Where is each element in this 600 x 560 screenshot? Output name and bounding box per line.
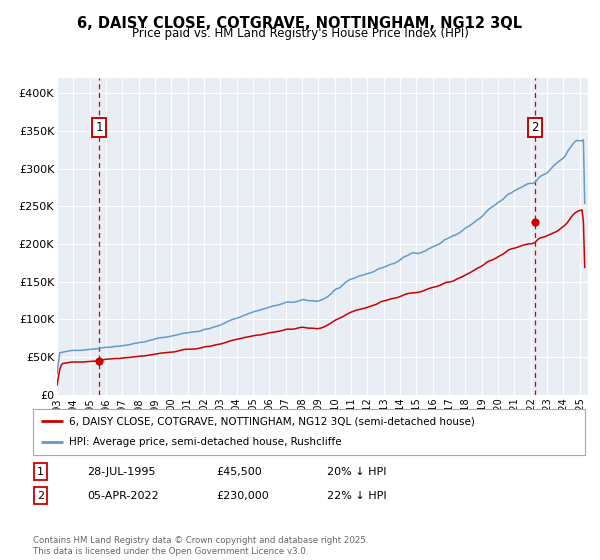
Point	[530, 217, 540, 226]
Text: 20% ↓ HPI: 20% ↓ HPI	[327, 466, 386, 477]
Text: 6, DAISY CLOSE, COTGRAVE, NOTTINGHAM, NG12 3QL: 6, DAISY CLOSE, COTGRAVE, NOTTINGHAM, NG…	[77, 16, 523, 31]
Point	[94, 356, 104, 365]
Text: 05-APR-2022: 05-APR-2022	[87, 491, 159, 501]
Text: Contains HM Land Registry data © Crown copyright and database right 2025.
This d: Contains HM Land Registry data © Crown c…	[33, 536, 368, 556]
Text: Price paid vs. HM Land Registry's House Price Index (HPI): Price paid vs. HM Land Registry's House …	[131, 27, 469, 40]
Text: 28-JUL-1995: 28-JUL-1995	[87, 466, 155, 477]
Text: 1: 1	[95, 121, 103, 134]
Text: 22% ↓ HPI: 22% ↓ HPI	[327, 491, 386, 501]
Text: £45,500: £45,500	[216, 466, 262, 477]
Text: 6, DAISY CLOSE, COTGRAVE, NOTTINGHAM, NG12 3QL (semi-detached house): 6, DAISY CLOSE, COTGRAVE, NOTTINGHAM, NG…	[69, 416, 475, 426]
Text: £230,000: £230,000	[216, 491, 269, 501]
Text: 1: 1	[37, 466, 44, 477]
Text: 2: 2	[37, 491, 44, 501]
Text: 2: 2	[532, 121, 539, 134]
Text: HPI: Average price, semi-detached house, Rushcliffe: HPI: Average price, semi-detached house,…	[69, 437, 341, 447]
